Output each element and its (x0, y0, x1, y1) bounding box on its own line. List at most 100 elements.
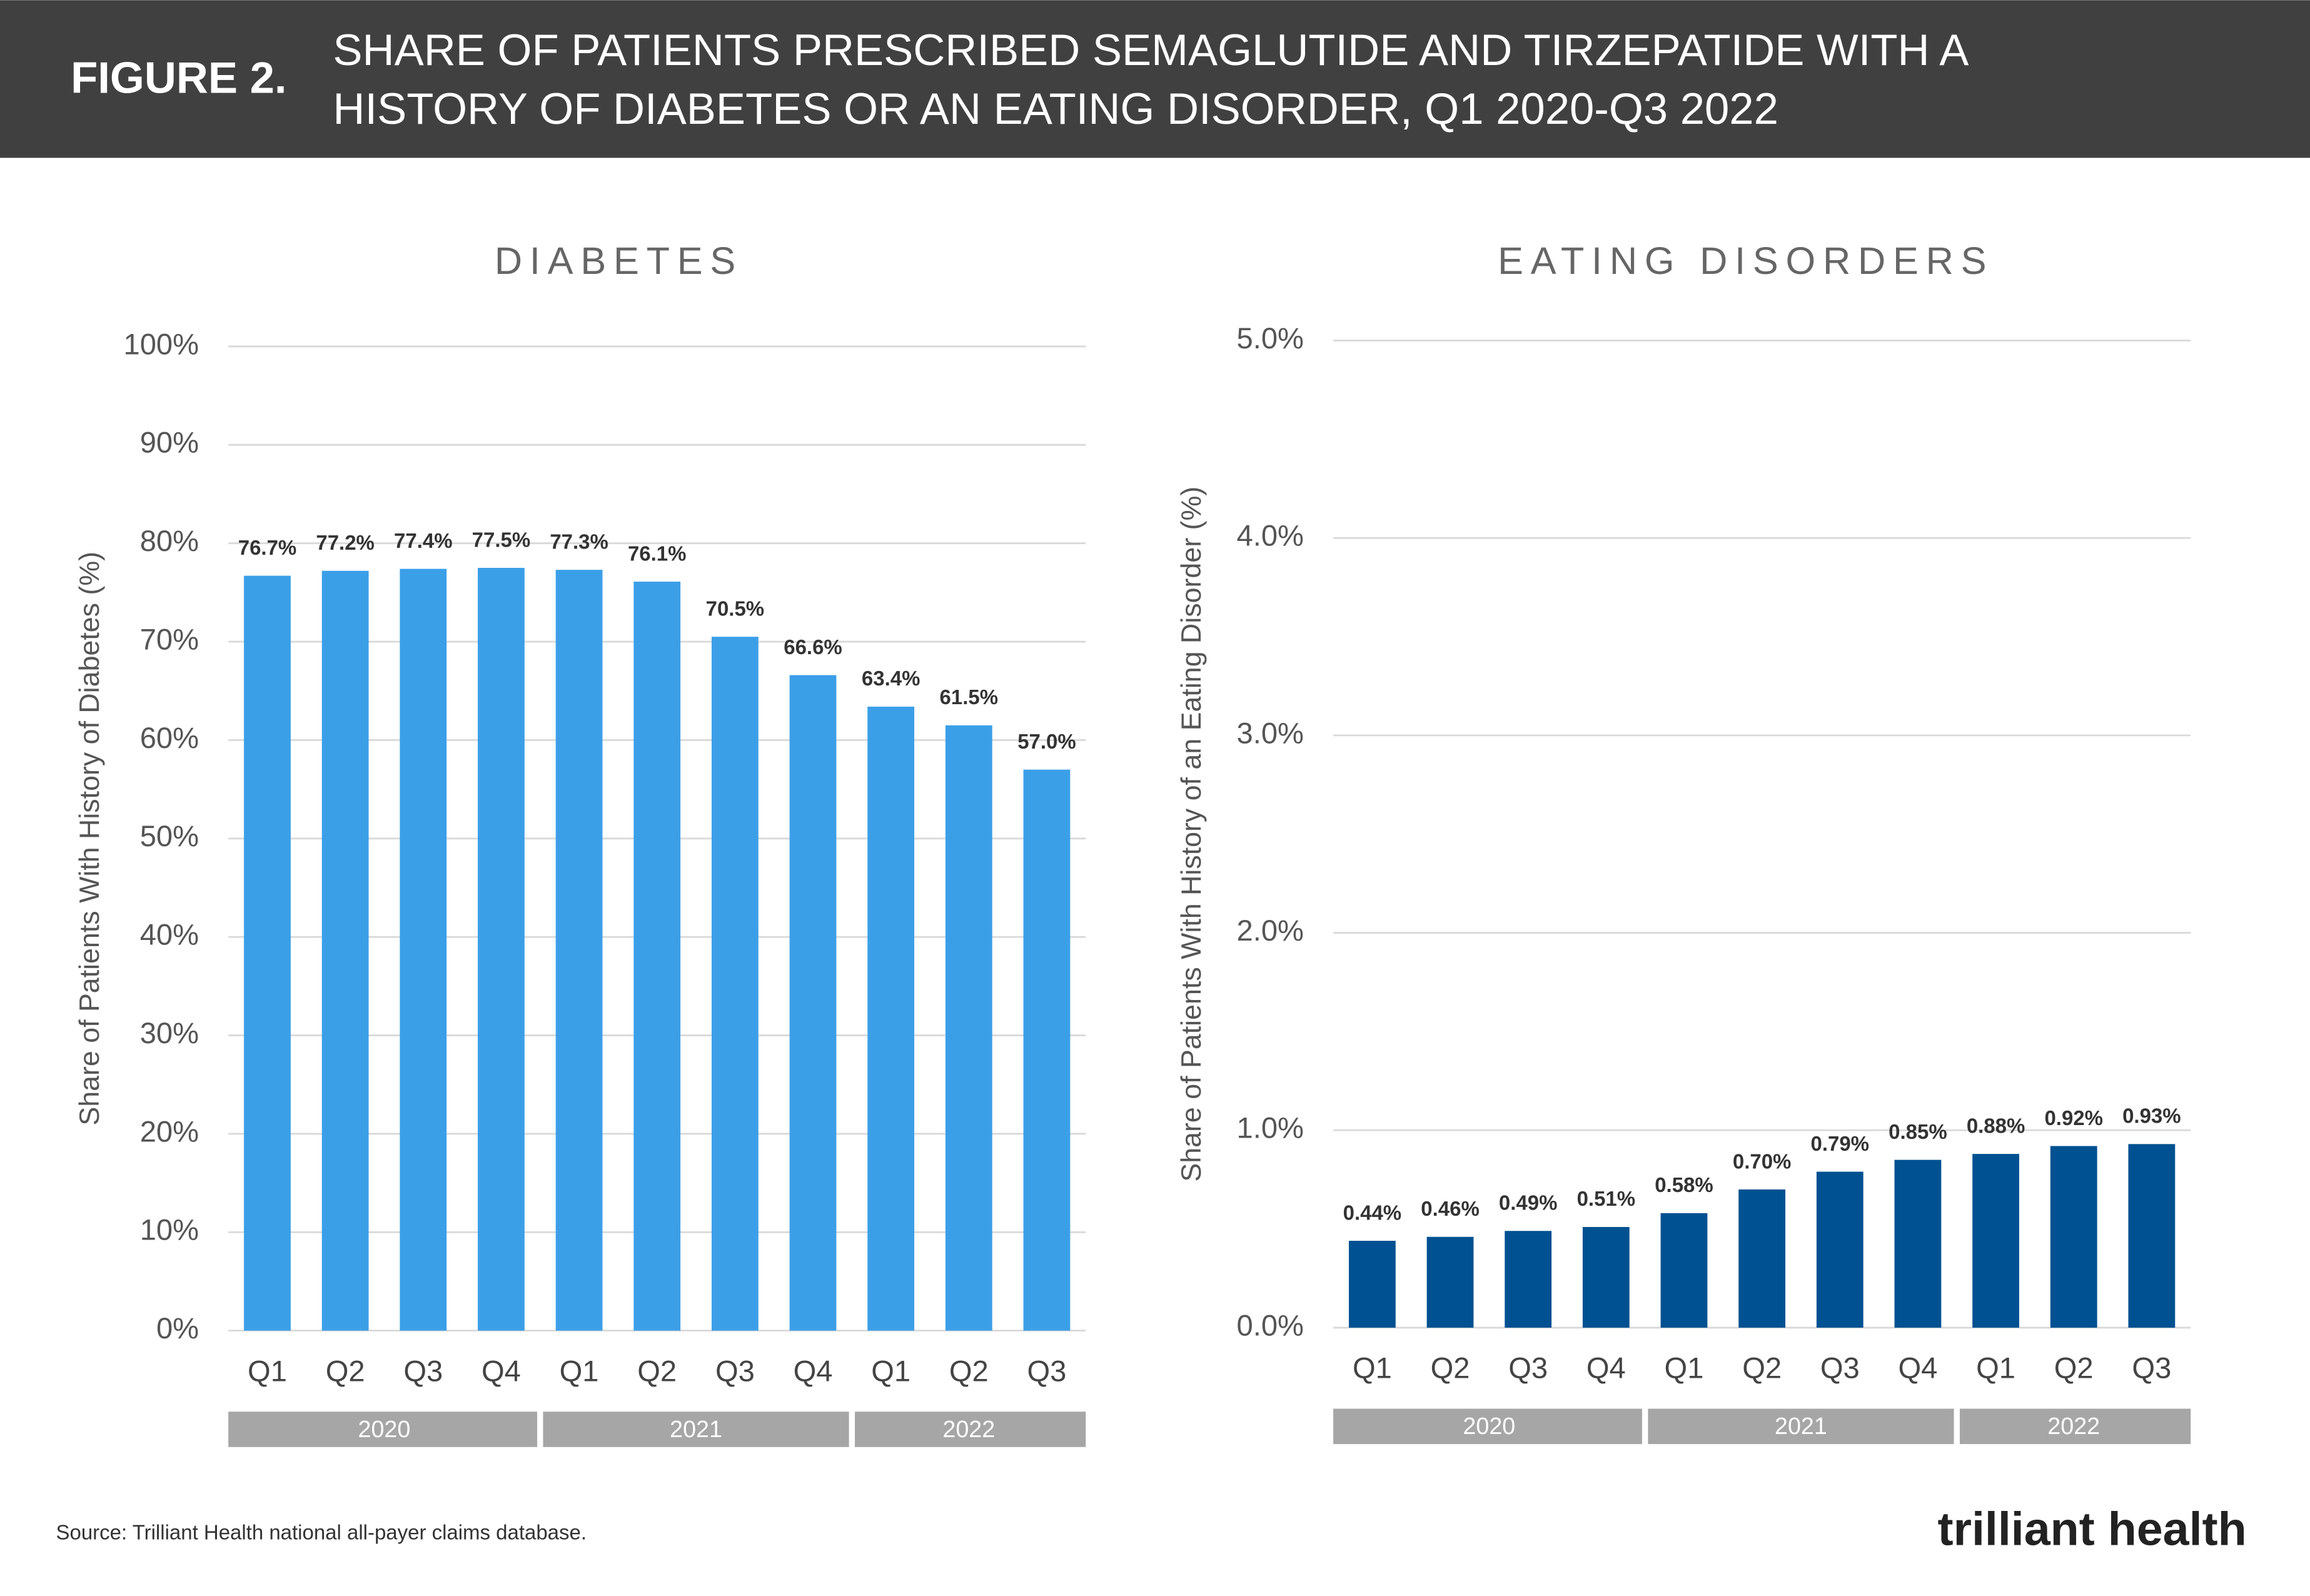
bar (1972, 1154, 2019, 1328)
bar (400, 568, 447, 1331)
x-tick-label: Q3 (2132, 1351, 2171, 1385)
y-tick-label: 1.0% (1237, 1111, 1304, 1144)
year-label: 2022 (942, 1416, 995, 1442)
year-band (1959, 1408, 2191, 1445)
y-tick-label: 2.0% (1237, 914, 1304, 947)
x-tick-label: Q2 (2054, 1351, 2094, 1385)
x-tick-label: Q4 (1586, 1351, 1626, 1385)
y-tick-label: 70% (140, 622, 199, 655)
figure-label: FIGURE 2. (71, 53, 286, 103)
bar (945, 725, 992, 1331)
figure-title: SHARE OF PATIENTS PRESCRIBED SEMAGLUTIDE… (333, 25, 1969, 74)
y-tick-label: 10% (140, 1213, 199, 1246)
value-label: 0.51% (1577, 1187, 1635, 1210)
x-tick-label: Q2 (949, 1354, 989, 1387)
x-tick-label: Q3 (715, 1354, 755, 1387)
logo: trilliant health (1938, 1502, 2247, 1555)
bar (2050, 1146, 2097, 1328)
x-tick-label: Q1 (871, 1354, 910, 1387)
x-tick-label: Q1 (1353, 1351, 1392, 1385)
x-tick-label: Q4 (482, 1354, 521, 1387)
y-axis-label: Share of Patients With History of Diabet… (74, 552, 105, 1126)
bar (633, 582, 681, 1331)
bar (1426, 1236, 1474, 1328)
value-label: 0.85% (1889, 1120, 1947, 1143)
value-label: 70.5% (706, 597, 764, 620)
bar (711, 637, 759, 1331)
x-tick-label: Q4 (1898, 1351, 1937, 1385)
value-label: 0.92% (2044, 1106, 2102, 1129)
y-tick-label: 5.0% (1237, 321, 1304, 355)
x-tick-label: Q4 (794, 1354, 833, 1387)
y-tick-label: 100% (124, 327, 199, 360)
value-label: 0.44% (1343, 1201, 1401, 1224)
x-tick-label: Q3 (1820, 1351, 1860, 1385)
y-tick-label: 60% (140, 721, 199, 754)
x-tick-label: Q2 (326, 1354, 365, 1387)
bar (867, 706, 915, 1331)
y-tick-label: 0.0% (1237, 1308, 1304, 1341)
value-label: 77.2% (316, 531, 374, 554)
header-bar (0, 0, 2310, 158)
source: Source: Trilliant Health national all-pa… (56, 1520, 587, 1543)
bar (2128, 1144, 2176, 1328)
year-label: 2020 (358, 1416, 411, 1442)
x-tick-label: Q2 (1431, 1351, 1470, 1385)
x-tick-label: Q3 (403, 1354, 443, 1387)
year-band (543, 1412, 849, 1447)
bar (244, 575, 291, 1331)
year-label: 2020 (1463, 1413, 1515, 1439)
value-label: 0.49% (1499, 1191, 1557, 1215)
value-label: 0.93% (2122, 1104, 2181, 1128)
y-tick-label: 3.0% (1237, 716, 1304, 749)
bar (1582, 1226, 1630, 1328)
value-label: 57.0% (1017, 730, 1076, 753)
bar (1894, 1159, 1942, 1328)
year-band (855, 1412, 1086, 1447)
bar (789, 675, 837, 1331)
value-label: 0.46% (1421, 1197, 1479, 1220)
bar (1505, 1231, 1552, 1328)
value-label: 77.4% (394, 529, 452, 552)
year-band (1648, 1408, 1954, 1445)
value-label: 77.5% (472, 528, 530, 551)
bar (1660, 1213, 1708, 1328)
x-tick-label: Q1 (560, 1354, 599, 1387)
value-label: 61.5% (940, 685, 998, 709)
year-band (228, 1412, 538, 1447)
value-label: 0.79% (1811, 1132, 1869, 1155)
bar (1738, 1189, 1786, 1328)
value-label: 76.1% (628, 542, 686, 565)
bar (478, 568, 525, 1331)
value-label: 0.70% (1733, 1149, 1791, 1173)
y-tick-label: 40% (140, 918, 199, 951)
bar (1816, 1171, 1864, 1328)
y-tick-label: 0% (156, 1311, 199, 1345)
x-tick-label: Q2 (637, 1354, 677, 1387)
value-label: 0.88% (1967, 1114, 2025, 1137)
x-tick-label: Q3 (1508, 1351, 1548, 1385)
value-label: 66.6% (784, 635, 842, 659)
x-tick-label: Q1 (248, 1354, 287, 1387)
y-tick-label: 20% (140, 1114, 199, 1148)
value-label: 76.7% (238, 536, 296, 559)
y-tick-label: 4.0% (1237, 519, 1304, 552)
y-axis-label: Share of Patients With History of an Eat… (1176, 487, 1207, 1182)
value-label: 0.58% (1655, 1173, 1713, 1196)
y-tick-label: 90% (140, 426, 199, 459)
chart-title: DIABETES (495, 240, 743, 282)
x-tick-label: Q3 (1027, 1354, 1067, 1387)
bar (1023, 769, 1071, 1331)
y-tick-label: 30% (140, 1016, 199, 1049)
y-tick-label: 80% (140, 524, 199, 557)
year-label: 2021 (670, 1416, 722, 1442)
bar (555, 570, 603, 1331)
y-tick-label: 50% (140, 819, 199, 852)
figure-title: HISTORY OF DIABETES OR AN EATING DISORDE… (333, 84, 1778, 133)
x-tick-label: Q1 (1665, 1351, 1704, 1385)
value-label: 77.3% (550, 530, 608, 553)
year-label: 2022 (2047, 1413, 2100, 1439)
bar (1348, 1241, 1396, 1328)
